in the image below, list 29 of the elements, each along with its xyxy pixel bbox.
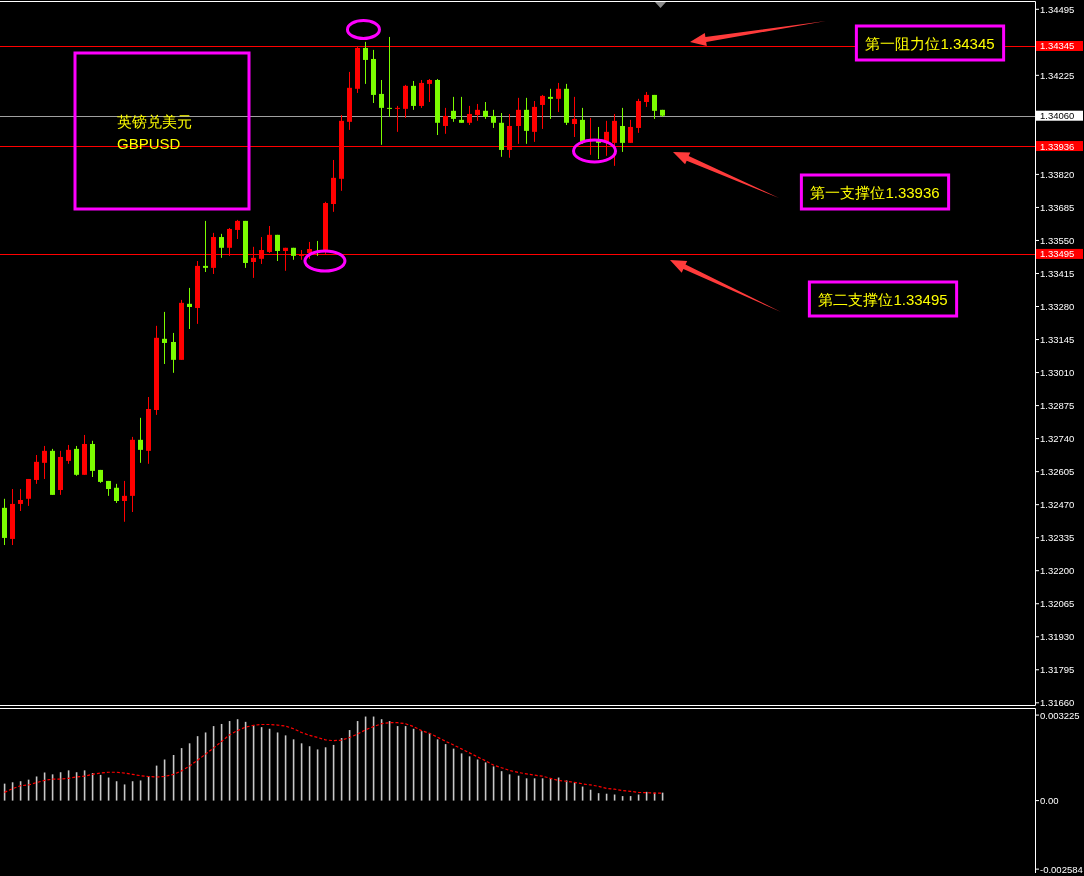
y-tick-label: 1.32065: [1040, 598, 1075, 610]
y-tick-label: 1.34345: [1040, 40, 1075, 52]
ref-line-label: 第一阻力位1.34345: [865, 34, 995, 52]
y-tick-label: 1.33145: [1040, 334, 1075, 346]
y-tick-label: 1.33550: [1040, 234, 1075, 246]
y-tick-label: 1.33936: [1040, 140, 1075, 152]
y-tick-label: 1.32470: [1040, 499, 1075, 511]
y-tick-label: 0.00: [1040, 795, 1059, 807]
y-tick-label: 1.32335: [1040, 532, 1075, 544]
y-tick-label: 1.32740: [1040, 433, 1075, 445]
y-tick-label: 1.32875: [1040, 400, 1075, 412]
y-tick-label: 0.003225: [1040, 709, 1080, 721]
ref-line-label: 第二支撑位1.33495: [818, 290, 948, 308]
y-tick-label: 1.32605: [1040, 466, 1075, 478]
y-tick-label: 1.33685: [1040, 201, 1075, 213]
y-tick-label: -0.002584: [1040, 863, 1083, 875]
y-tick-label: 1.34495: [1040, 3, 1075, 15]
y-tick-label: 1.31660: [1040, 697, 1075, 709]
y-tick-label: 1.33280: [1040, 301, 1075, 313]
y-tick-label: 1.31795: [1040, 664, 1075, 676]
y-tick-label: 1.33820: [1040, 168, 1075, 180]
y-tick-label: 1.33010: [1040, 367, 1075, 379]
y-tick-label: 1.33495: [1040, 248, 1075, 260]
y-tick-label: 1.32200: [1040, 565, 1075, 577]
y-tick-label: 1.31930: [1040, 631, 1075, 643]
ref-line-label: 第一支撑位1.33936: [810, 183, 940, 201]
y-tick-label: 1.33415: [1040, 267, 1075, 279]
y-tick-label: 1.34225: [1040, 69, 1075, 81]
y-tick-label: 1.34060: [1040, 110, 1075, 122]
